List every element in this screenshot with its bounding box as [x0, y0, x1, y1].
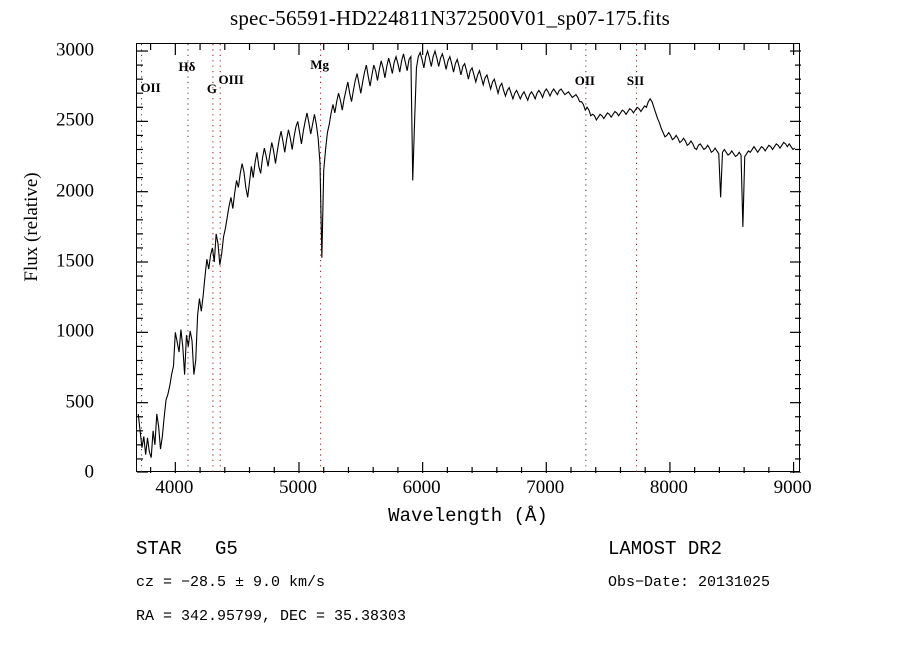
x-tick-label: 5000 — [278, 477, 317, 498]
object-type-label: STAR — [136, 538, 182, 560]
x-tick-label: 7000 — [526, 477, 565, 498]
survey-label: LAMOST DR2 — [608, 538, 723, 560]
spectrum-trace — [137, 49, 796, 458]
x-tick-label: 8000 — [649, 477, 688, 498]
plot-canvas — [137, 44, 801, 473]
y-tick-label: 0 — [84, 461, 95, 483]
spectral-line-label: OII — [140, 79, 161, 95]
marker-lines — [141, 44, 638, 473]
coordinates-value: RA = 342.95799, DEC = 35.38303 — [136, 608, 407, 625]
plot-area — [136, 43, 801, 473]
spectral-line-label: SII — [626, 72, 645, 88]
y-tick-label: 2500 — [56, 109, 94, 131]
page-title: spec-56591-HD224811N372500V01_sp07-175.f… — [229, 6, 671, 30]
spectral-line-label: G — [206, 81, 217, 97]
spectral-line-label: OIII — [218, 71, 244, 87]
y-tick-label: 2000 — [56, 180, 94, 202]
obs-date-value: Obs−Date: 20131025 — [608, 574, 771, 591]
spectral-class-label: G5 — [215, 538, 238, 560]
spectral-line-label: Hδ — [178, 58, 196, 74]
y-tick-label: 3000 — [56, 39, 94, 61]
x-axis-title: Wavelength (Å) — [388, 505, 548, 527]
y-tick-label: 1000 — [56, 320, 94, 342]
y-tick-label: 500 — [65, 391, 95, 413]
spectral-line-label: OII — [574, 72, 595, 88]
x-tick-label: 4000 — [155, 477, 194, 498]
spectral-line-label: Mg — [310, 57, 329, 73]
x-tick-label: 9000 — [773, 477, 812, 498]
axis-ticks — [137, 44, 801, 473]
y-axis-title: Flux (relative) — [21, 172, 42, 282]
x-tick-label: 6000 — [402, 477, 441, 498]
y-tick-label: 1500 — [56, 250, 94, 272]
spectrum-svg — [137, 44, 801, 473]
cz-value: cz = −28.5 ± 9.0 km/s — [136, 574, 326, 591]
